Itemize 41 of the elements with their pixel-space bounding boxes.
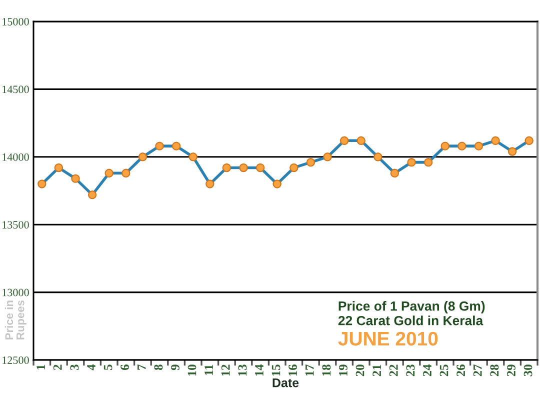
x-tick-label: 14: [255, 364, 264, 376]
x-tick-label: 16: [288, 364, 298, 376]
x-tick-label: 12: [221, 364, 230, 376]
y-tick-label: 14500: [2, 86, 29, 94]
x-tick-label: 6: [120, 364, 130, 370]
x-tick-label: 9: [171, 364, 180, 370]
x-tick-label: 18: [322, 364, 331, 376]
x-tick-label: 28: [490, 364, 499, 376]
x-tick-label: 13: [238, 364, 247, 376]
y-tick-label: 15000: [2, 18, 29, 26]
x-tick-label: 1: [36, 364, 45, 370]
x-tick-label: 5: [104, 364, 112, 370]
x-tick-label: 23: [406, 364, 415, 376]
x-tick-label: 17: [305, 364, 314, 376]
x-axis-title: Date: [272, 378, 299, 388]
x-tick-label: 27: [473, 364, 482, 376]
x-tick-label: 2: [53, 364, 62, 370]
x-tick-label: 11: [204, 364, 213, 375]
x-tick-label: 4: [87, 364, 96, 370]
y-axis-title: Price in Rupees: [4, 300, 26, 340]
x-tick-label: 26: [456, 364, 466, 376]
x-tick-label: 29: [507, 364, 516, 376]
x-tick-label: 25: [440, 364, 448, 376]
x-tick-label: 15: [272, 364, 280, 376]
x-tick-label: 7: [138, 364, 146, 370]
x-tick-label: 8: [154, 364, 163, 370]
x-tick-label: 20: [356, 364, 364, 376]
x-tick-label: 3: [70, 364, 79, 370]
x-tick-label: 22: [389, 364, 398, 376]
annotation: 22 Carat Gold in Kerala: [338, 316, 484, 326]
y-tick-label: 12500: [2, 356, 29, 364]
annotation: JUNE 2010: [338, 332, 438, 346]
x-tick-label: 19: [339, 364, 348, 376]
x-tick-label: 30: [524, 364, 532, 376]
y-tick-label: 14000: [2, 153, 29, 161]
x-tick-label: 21: [372, 364, 381, 376]
y-tick-label: 13500: [2, 221, 29, 229]
y-tick-label: 13000: [2, 288, 29, 296]
x-tick-label: 24: [423, 364, 432, 376]
x-tick-label: 10: [188, 364, 196, 376]
annotation: Price of 1 Pavan (8 Gm): [338, 301, 485, 314]
